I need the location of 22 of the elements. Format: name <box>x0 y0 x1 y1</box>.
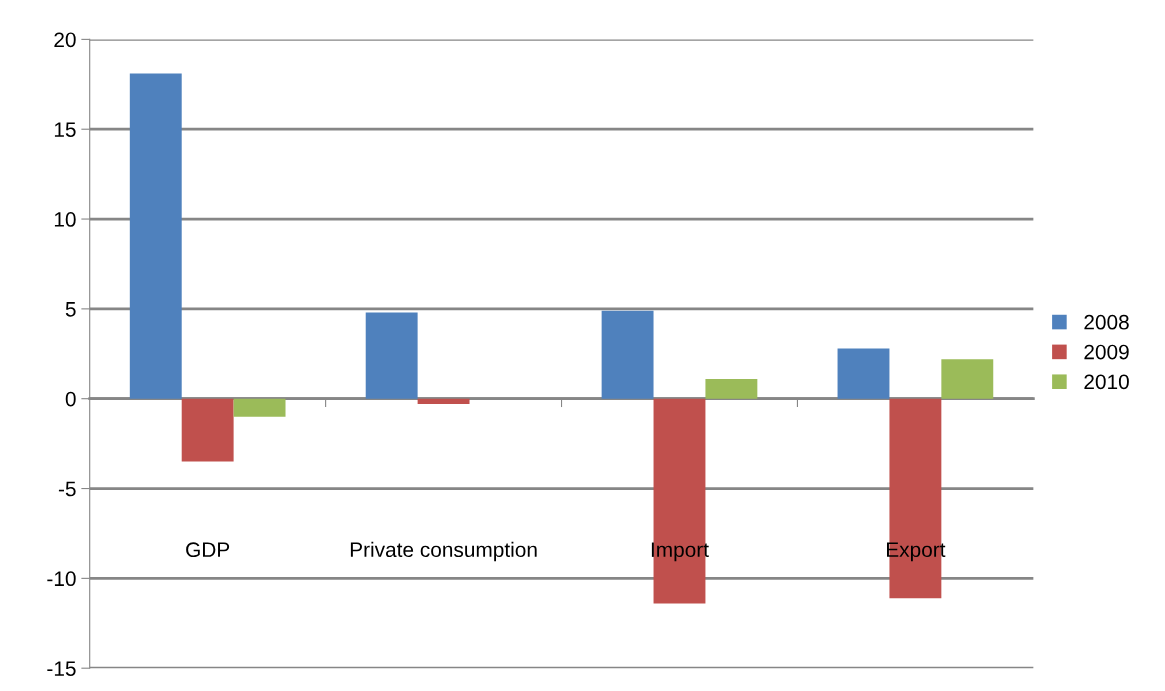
bar <box>705 378 758 399</box>
y-tick-label: -5 <box>58 481 76 497</box>
y-tick-label: -10 <box>47 571 76 587</box>
y-tick-label: -15 <box>47 661 76 676</box>
y-tick-label: 20 <box>54 32 76 48</box>
legend-label: 2010 <box>1084 374 1129 390</box>
legend-label: 2009 <box>1084 344 1129 360</box>
y-tick-label: 0 <box>65 391 76 407</box>
bar <box>837 348 890 399</box>
bar <box>365 312 418 399</box>
y-tick-label: 10 <box>54 212 76 227</box>
x-tick-label: Private consumption <box>350 541 537 562</box>
bar <box>129 73 182 399</box>
bar <box>417 398 470 405</box>
bar <box>233 398 286 417</box>
bar <box>941 359 994 399</box>
y-tick-label: 15 <box>54 122 76 137</box>
bar <box>601 310 654 399</box>
y-tick-label: 5 <box>65 302 76 317</box>
legend-label: 2008 <box>1084 314 1129 330</box>
bar <box>181 398 234 462</box>
x-tick-label: GDP <box>186 542 230 558</box>
